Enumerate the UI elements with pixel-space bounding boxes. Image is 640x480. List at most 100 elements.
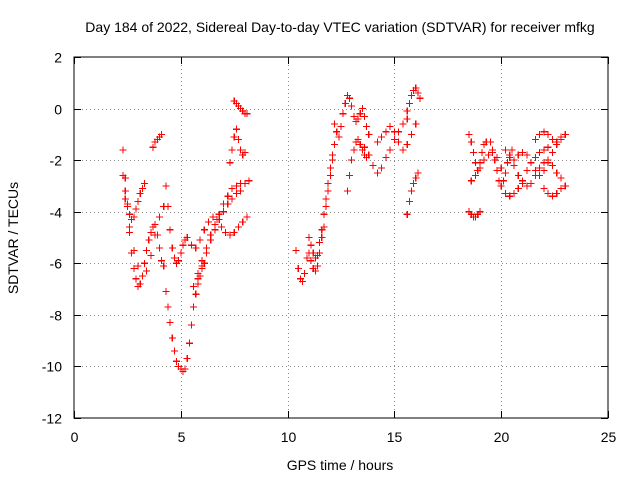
data-point [531,154,539,162]
data-point [234,136,242,144]
data-point [230,133,238,141]
data-point [399,120,407,128]
data-point [395,138,403,146]
data-point [403,141,411,149]
data-point [132,205,140,213]
data-point [318,226,326,234]
data-point [386,123,394,131]
data-point [143,246,151,254]
data-point [316,239,324,247]
data-point [185,339,193,347]
data-point [170,254,178,262]
data-point [333,128,341,136]
data-point [179,241,187,249]
data-point [187,321,195,329]
data-point [337,123,345,131]
data-point [207,236,215,244]
data-point [200,226,208,234]
data-point [155,244,163,252]
data-point [540,185,548,193]
data-point [557,174,565,182]
y-tick-label: 0 [54,102,62,118]
data-point [467,177,475,185]
series-track-d [149,130,166,151]
data-point [536,164,544,172]
data-point [326,172,334,180]
data-point [138,185,146,193]
data-point [553,169,561,177]
data-point [478,148,486,156]
data-point [220,208,228,216]
data-point [196,236,204,244]
data-point [134,262,142,270]
data-point [226,159,234,167]
data-point [303,254,311,262]
data-point [119,146,127,154]
grid-layer [74,57,608,418]
data-point [348,156,356,164]
data-point [241,148,249,156]
data-point [155,213,163,221]
data-point [531,166,539,174]
data-point [414,89,422,97]
data-point [307,241,315,249]
data-point [548,192,556,200]
data-point [382,154,390,162]
data-point [205,218,213,226]
data-point [168,334,176,342]
data-point [493,166,501,174]
series-track-q [373,120,420,154]
data-point [350,146,358,154]
data-point [536,130,544,138]
data-point [548,136,556,144]
series-track-l [292,156,336,285]
data-point [346,94,354,102]
x-tick-label: 0 [71,429,79,445]
data-point [514,151,522,159]
data-point [354,136,362,144]
data-point [324,179,332,187]
data-point [309,249,317,257]
series-track-j [226,125,249,167]
data-point [322,203,330,211]
data-point [346,172,354,180]
data-point [354,115,362,123]
data-point [228,146,236,154]
data-point [164,303,172,311]
data-point [314,252,322,260]
data-point [544,159,552,167]
data-point [190,303,198,311]
data-point [187,241,195,249]
data-point [326,164,334,172]
data-point [202,249,210,257]
data-point [378,133,386,141]
data-point [121,195,129,203]
data-point [540,128,548,136]
series-track-e [162,182,189,267]
data-point [232,125,240,133]
data-point [136,280,144,288]
series-track-r [403,84,424,115]
data-point [299,277,307,285]
data-point [390,136,398,144]
data-point [544,190,552,198]
data-point [360,143,368,151]
data-point [130,264,138,272]
y-tick-label: -2 [50,153,63,169]
data-point [540,146,548,154]
data-point [311,267,319,275]
data-point [365,151,373,159]
y-tick-label: -4 [50,205,63,221]
data-point [548,148,556,156]
data-point [553,138,561,146]
data-point [335,133,343,141]
data-point [314,262,322,270]
data-point [350,112,358,120]
data-point [138,272,146,280]
data-point [373,138,381,146]
data-point [489,146,497,154]
data-point [339,110,347,118]
data-point [140,259,148,267]
x-tick-label: 20 [494,429,510,445]
